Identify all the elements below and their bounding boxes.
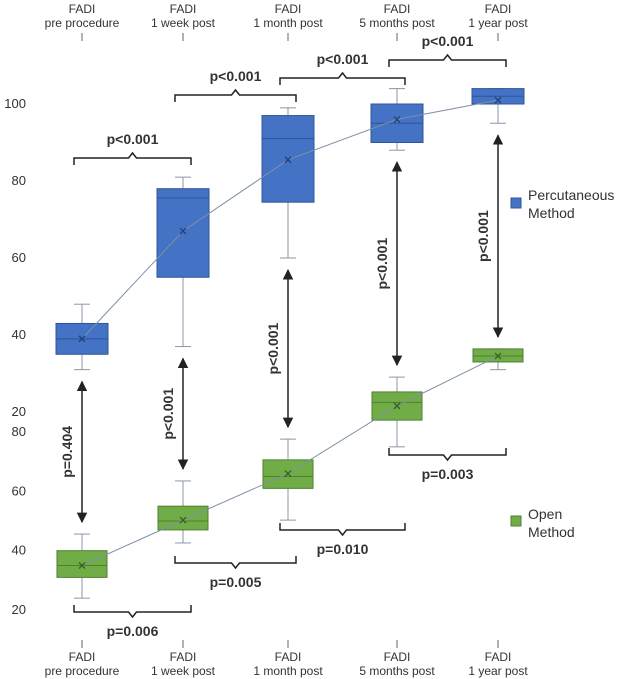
bracket xyxy=(73,605,192,619)
legend-swatch xyxy=(510,515,522,527)
mean-marker xyxy=(78,562,86,569)
y-tick-label: 40 xyxy=(12,543,26,558)
mean-marker xyxy=(393,115,401,123)
y-tick-label: 20 xyxy=(12,404,26,419)
box xyxy=(157,505,209,531)
x-tick-label: FADI 1 week post xyxy=(150,2,216,30)
p-value: p<0.001 xyxy=(210,68,262,84)
x-tick-label: FADI pre procedure xyxy=(44,2,120,30)
mean-marker xyxy=(179,227,187,235)
bracket xyxy=(388,53,507,67)
x-tick-label: FADI 1 month post xyxy=(253,650,323,678)
box xyxy=(261,115,315,203)
mean-marker xyxy=(393,402,401,410)
bracket xyxy=(279,523,406,537)
legend-label: Percutaneous Method xyxy=(528,187,615,221)
y-tick-label: 80 xyxy=(12,173,26,188)
p-value: p<0.001 xyxy=(374,238,390,290)
x-tick-label: FADI 5 months post xyxy=(359,2,435,30)
p-value: p<0.001 xyxy=(160,388,176,440)
p-value: p<0.001 xyxy=(107,131,159,147)
mean-marker xyxy=(179,516,187,524)
x-tick-label: FADI 1 week post xyxy=(150,650,216,678)
bracket xyxy=(174,556,297,570)
p-value: p=0.003 xyxy=(422,466,474,482)
y-tick-label: 40 xyxy=(12,327,26,342)
bracket xyxy=(174,88,297,102)
x-tick-label: FADI 5 months post xyxy=(359,650,435,678)
p-value: p<0.001 xyxy=(422,33,474,49)
legend-swatch xyxy=(510,197,522,209)
mean-marker xyxy=(78,335,86,343)
y-tick-label: 60 xyxy=(12,250,26,265)
x-tick-label: FADI pre procedure xyxy=(44,650,120,678)
y-tick-label: 20 xyxy=(12,602,26,617)
bracket xyxy=(73,151,192,165)
p-value: p=0.010 xyxy=(317,541,369,557)
box xyxy=(56,550,108,578)
x-tick-label: FADI 1 month post xyxy=(253,2,323,30)
legend-label: Open Method xyxy=(528,506,575,540)
mean-marker xyxy=(284,470,292,477)
box xyxy=(156,188,210,278)
x-tick-label: FADI 1 year post xyxy=(468,650,528,678)
p-value: p=0.404 xyxy=(59,426,75,478)
y-tick-label: 100 xyxy=(4,96,26,111)
bracket xyxy=(388,448,507,462)
bracket xyxy=(279,71,406,85)
y-tick-label: 80 xyxy=(12,424,26,439)
p-value: p=0.006 xyxy=(107,623,159,639)
p-value: p<0.001 xyxy=(475,210,491,262)
y-tick-label: 60 xyxy=(12,483,26,498)
p-value: p<0.001 xyxy=(265,322,281,374)
p-value: p=0.005 xyxy=(210,574,262,590)
x-tick-label: FADI 1 year post xyxy=(468,2,528,30)
p-value: p<0.001 xyxy=(317,51,369,67)
mean-marker xyxy=(284,156,292,164)
mean-marker xyxy=(494,352,502,360)
mean-marker xyxy=(494,96,502,104)
